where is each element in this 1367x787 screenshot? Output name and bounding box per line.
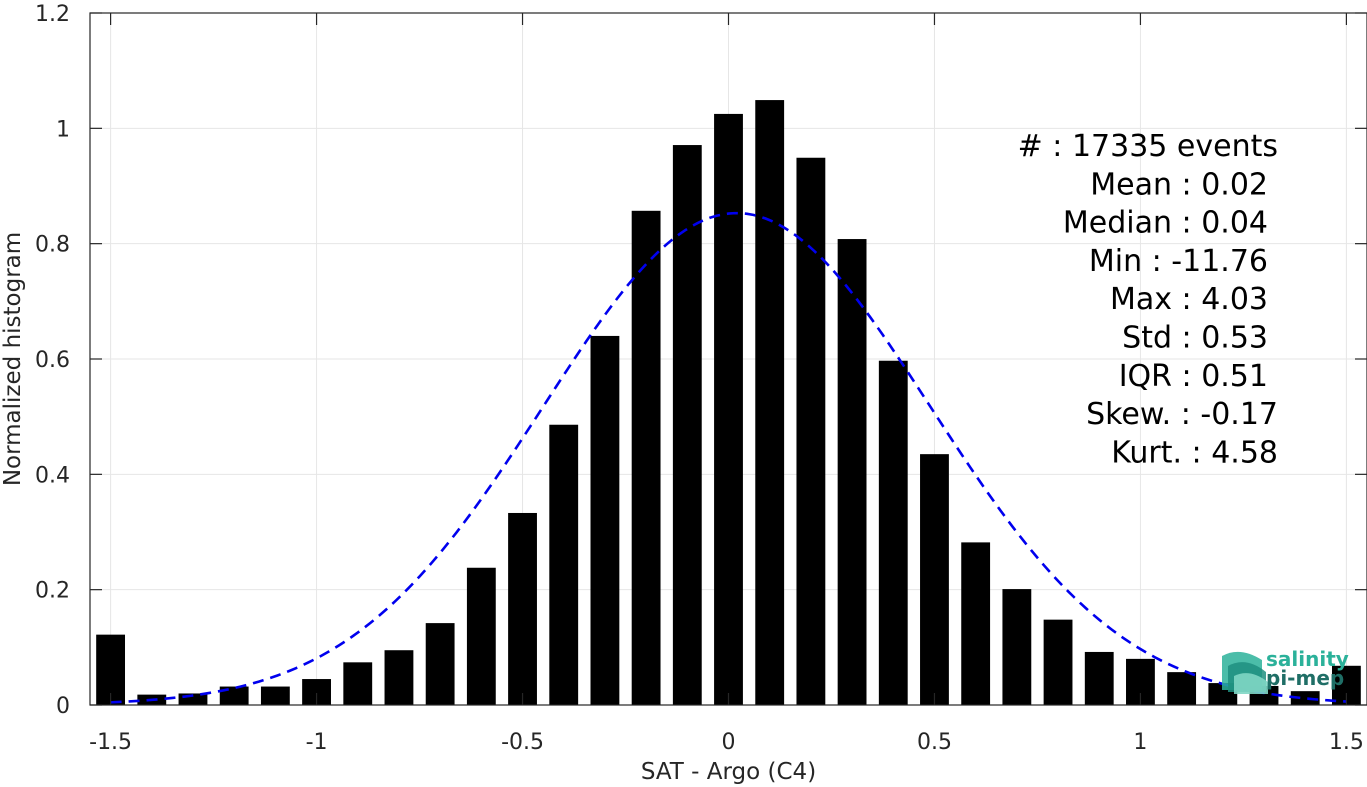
histogram-bar <box>178 693 208 705</box>
histogram-bar <box>1002 589 1032 705</box>
stat-line: Kurt. : 4.58 <box>1111 435 1278 470</box>
stat-line: Skew. : -0.17 <box>1086 397 1278 432</box>
x-tick-label: 0 <box>722 730 736 755</box>
stat-line: Min : -11.76 <box>1089 244 1268 279</box>
stat-line: # : 17335 events <box>1018 129 1278 164</box>
histogram-bar <box>343 662 373 705</box>
x-tick-labels: -1.5 -1 -0.5 0 0.5 1 1.5 <box>89 730 1364 755</box>
salinity-pi-mep-logo: salinity pi-mep <box>1222 647 1349 694</box>
histogram-bar <box>1043 619 1073 705</box>
histogram-bar <box>672 145 702 706</box>
stat-line: Std : 0.53 <box>1122 321 1268 356</box>
y-tick-label: 0.2 <box>35 579 70 604</box>
histogram-bar <box>508 512 537 705</box>
histogram-bar <box>1167 672 1197 705</box>
histogram-bar <box>920 454 949 705</box>
x-tick-label: -0.5 <box>501 730 544 755</box>
histogram-bar <box>755 100 785 706</box>
histogram-bar <box>384 650 414 705</box>
stat-line: Mean : 0.02 <box>1090 167 1268 202</box>
y-tick-label: 0.4 <box>35 463 70 488</box>
y-tick-labels: 0 0.2 0.4 0.6 0.8 1 1.2 <box>35 2 70 719</box>
axis-ticks <box>90 12 1367 706</box>
histogram-bar <box>549 424 579 705</box>
histogram-bar <box>466 567 496 705</box>
gaussian-fit-curve <box>110 211 1347 704</box>
stat-line: IQR : 0.51 <box>1119 359 1268 394</box>
x-tick-label: -1.5 <box>89 730 132 755</box>
histogram-bar <box>1290 691 1320 705</box>
histogram-bar <box>1084 651 1114 705</box>
x-tick-label: 1 <box>1133 730 1147 755</box>
histogram-bar <box>714 113 743 705</box>
stat-line: Max : 4.03 <box>1110 282 1268 317</box>
y-axis-label: Normalized histogram <box>0 232 26 486</box>
x-tick-label: 0.5 <box>917 730 952 755</box>
y-tick-label: 0.8 <box>35 233 70 258</box>
stat-line: Median : 0.04 <box>1063 206 1268 241</box>
histogram-bar <box>219 686 249 705</box>
y-tick-label: 0.6 <box>35 348 70 373</box>
logo-wave-icon <box>1222 651 1268 694</box>
histogram-bar <box>961 542 991 705</box>
y-tick-label: 1 <box>56 117 70 142</box>
histogram-bar <box>837 239 867 705</box>
x-axis-label: SAT - Argo (C4) <box>641 759 816 785</box>
histogram-bar <box>590 335 620 705</box>
histogram-bar <box>631 210 661 705</box>
histogram-bar <box>260 686 290 705</box>
y-tick-label: 0 <box>56 694 70 719</box>
histogram-bar <box>878 360 908 705</box>
x-tick-label: -1 <box>306 730 328 755</box>
y-tick-label: 1.2 <box>35 2 70 27</box>
logo-line-1: salinity <box>1266 647 1349 671</box>
x-tick-label: 1.5 <box>1329 730 1364 755</box>
logo-line-2: pi-mep <box>1266 666 1344 690</box>
histogram-bar <box>425 623 455 705</box>
